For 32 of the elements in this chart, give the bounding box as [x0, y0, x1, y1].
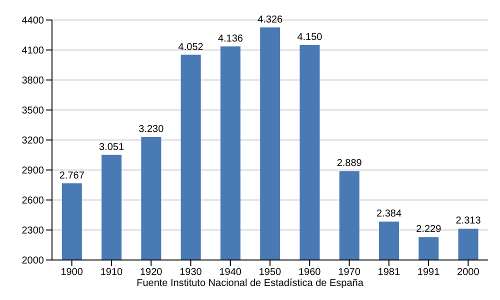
y-tick-label: 3500 — [22, 106, 44, 117]
x-tick-label: 1970 — [338, 267, 361, 278]
data-label: 3.051 — [99, 142, 124, 153]
x-tick-label: 1991 — [417, 267, 440, 278]
x-tick-label: 2000 — [457, 267, 480, 278]
x-tick-label: 1960 — [298, 267, 322, 278]
x-tick-label: 1950 — [258, 267, 282, 278]
data-label: 4.052 — [178, 42, 204, 53]
y-tick-label: 2900 — [22, 166, 44, 177]
x-tick-label: 1930 — [180, 267, 202, 278]
x-tick-label: 1910 — [100, 267, 124, 278]
data-label: 4.150 — [297, 32, 323, 43]
y-tick-label: 4400 — [22, 16, 44, 27]
y-tick-label: 3800 — [22, 76, 44, 87]
y-tick-label: 2600 — [22, 196, 44, 207]
x-tick-label: 1920 — [140, 267, 163, 278]
data-label: 3.230 — [138, 124, 164, 135]
data-label: 2.889 — [336, 158, 362, 170]
y-tick-label: 2000 — [22, 256, 44, 267]
x-tick-label: 1900 — [60, 267, 84, 278]
data-label: 4.136 — [218, 33, 244, 44]
y-tick-label: 3200 — [22, 136, 44, 147]
data-label: 2.767 — [59, 170, 85, 182]
y-tick-label: 2300 — [22, 226, 44, 237]
data-label: 2.384 — [376, 208, 402, 220]
x-tick-label: 1940 — [219, 267, 242, 278]
source-note: Fuente Instituto Nacional de Estadística de España — [136, 278, 364, 289]
data-label: 4.326 — [258, 14, 284, 26]
x-tick-label: 1981 — [378, 267, 400, 278]
data-label: 2.313 — [456, 216, 482, 227]
y-tick-label: 4100 — [22, 46, 44, 57]
data-label: 2.229 — [416, 224, 442, 236]
